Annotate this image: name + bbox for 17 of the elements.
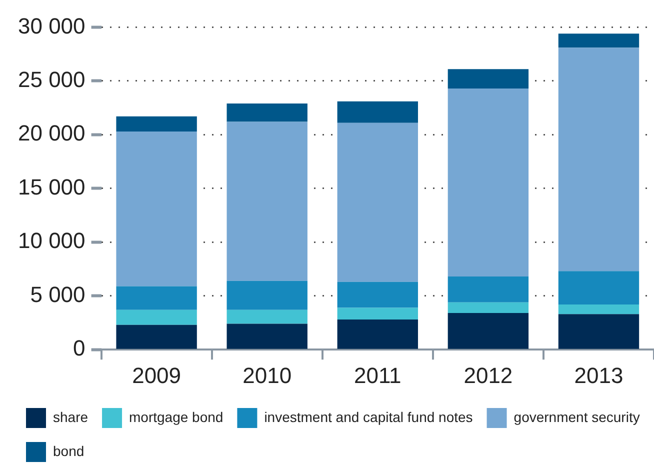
y-tick-label: 5 000 [30, 282, 86, 307]
legend-label: government security [514, 408, 640, 425]
legend-label: mortgage bond [129, 408, 224, 425]
x-tick-label: 2010 [242, 362, 292, 388]
x-tick-label: 2012 [464, 362, 513, 388]
y-tick-label: 0 [73, 336, 86, 361]
legend-label: investment and capital fund notes [264, 408, 473, 425]
legend-label: bond [53, 442, 84, 459]
y-tick-label: 10 000 [18, 228, 86, 254]
y-tick-label: 15 000 [18, 174, 86, 200]
y-tick-label: 25 000 [18, 66, 86, 92]
legend-label: share [53, 408, 88, 425]
x-tick-label: 2009 [132, 362, 182, 388]
x-tick-label: 2011 [354, 362, 402, 388]
y-tick-label: 20 000 [18, 120, 86, 146]
y-tick-label: 30 000 [18, 13, 86, 38]
x-tick-label: 2013 [574, 362, 624, 388]
